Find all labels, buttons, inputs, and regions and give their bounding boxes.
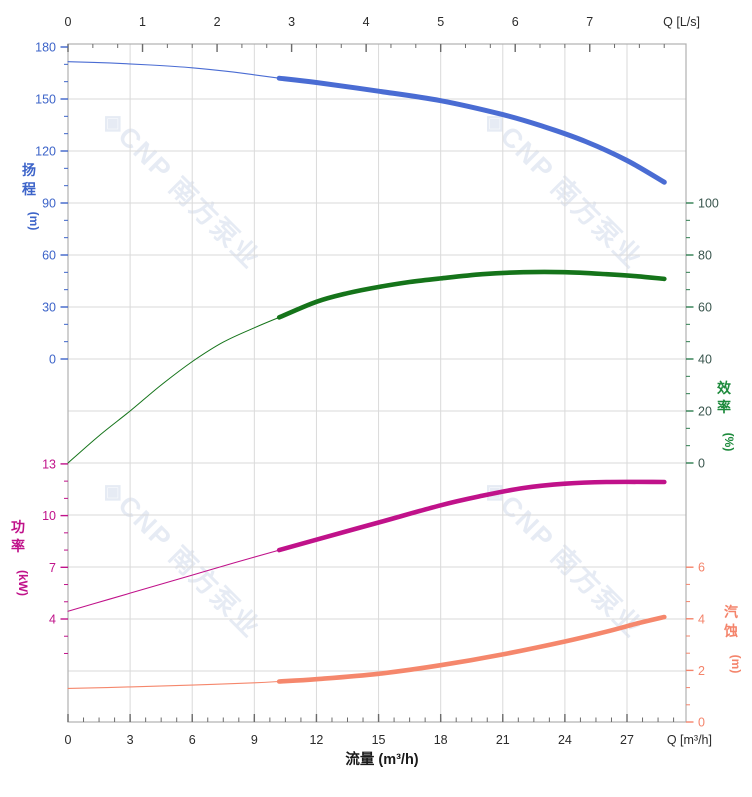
bottom-axis-tick-label: 0 [65, 733, 72, 747]
npsh-axis-title-char1: 汽 [724, 604, 738, 620]
power-axis-title-char2: 率 [11, 538, 25, 554]
head-axis-tick-label: 60 [42, 249, 56, 263]
power-axis-tick-label: 7 [49, 561, 56, 575]
top-axis-tick-label: 2 [214, 15, 221, 29]
watermark-logo: ◈CNP 南方泵业 [96, 103, 268, 275]
efficiency-axis-tick-label: 40 [698, 353, 712, 367]
npsh-axis-tick-label: 6 [698, 561, 705, 575]
efficiency-axis-tick-label: 100 [698, 197, 719, 211]
watermark-logo: ◈CNP 南方泵业 [96, 472, 268, 644]
x-axis-title: 流量 (m³/h) [345, 750, 418, 768]
head-axis-title-char1: 扬 [22, 162, 36, 178]
top-axis-unit-label: Q [L/s] [663, 15, 700, 29]
npsh-axis-tick-label: 0 [698, 716, 705, 730]
efficiency-axis-title-char1: 效 [717, 380, 732, 396]
efficiency-axis-tick-label: 60 [698, 301, 712, 315]
head-axis-tick-label: 90 [42, 197, 56, 211]
power-axis-tick-label: 4 [49, 613, 56, 627]
bottom-axis-tick-label: 12 [309, 733, 323, 747]
head-H-Q-curve-thin [67, 61, 280, 79]
top-axis-tick-label: 4 [363, 15, 370, 29]
bottom-axis-tick-label: 6 [189, 733, 196, 747]
head-axis-title-char2: 程 [22, 181, 36, 197]
head-axis-tick-label: 180 [35, 41, 56, 55]
head-axis-tick-label: 120 [35, 145, 56, 159]
top-axis-tick-label: 1 [139, 15, 146, 29]
head-axis-tick-label: 150 [35, 93, 56, 107]
power-axis-tick-label: 10 [42, 509, 56, 523]
npsh-axis-unit: (m) [729, 655, 743, 674]
npsh-axis-title-char2: 蚀 [723, 623, 738, 639]
efficiency-axis-title-char2: 率 [717, 399, 731, 415]
power-axis-tick-label: 13 [42, 457, 56, 471]
head-axis-unit: (m) [27, 212, 41, 231]
npsh-curve-thin [67, 680, 280, 690]
efficiency-curve [276, 269, 667, 320]
top-axis-tick-label: 3 [288, 15, 295, 29]
bottom-axis-tick-label: 21 [496, 733, 510, 747]
top-axis-tick-label: 6 [512, 15, 519, 29]
bottom-axis-tick-label: 18 [434, 733, 448, 747]
efficiency-axis-tick-label: 20 [698, 405, 712, 419]
bottom-axis-unit-label: Q [m³/h] [667, 733, 712, 747]
efficiency-axis-tick-label: 80 [698, 249, 712, 263]
npsh-axis-tick-label: 4 [698, 612, 705, 626]
head-axis-tick-label: 0 [49, 353, 56, 367]
bottom-axis-tick-label: 3 [127, 733, 134, 747]
top-axis-tick-label: 5 [437, 15, 444, 29]
bottom-axis-tick-label: 24 [558, 733, 572, 747]
power-axis-title-char1: 功 [11, 519, 25, 535]
efficiency-axis-unit: (%) [722, 433, 736, 452]
power-curve [276, 479, 667, 553]
efficiency-axis-tick-label: 0 [698, 457, 705, 471]
npsh-curve [276, 614, 667, 684]
top-axis-tick-label: 7 [586, 15, 593, 29]
npsh-axis-tick-label: 2 [698, 664, 705, 678]
bottom-axis-tick-label: 15 [372, 733, 386, 747]
top-axis-tick-label: 0 [65, 15, 72, 29]
efficiency-curve-thin [67, 316, 280, 464]
head-axis-tick-label: 30 [42, 301, 56, 315]
power-curve-thin [67, 549, 280, 612]
plot-border [67, 43, 687, 723]
bottom-axis-tick-label: 9 [251, 733, 258, 747]
head-H-Q-curve [276, 75, 667, 185]
power-axis-unit: (kW) [16, 570, 30, 596]
bottom-axis-tick-label: 27 [620, 733, 634, 747]
